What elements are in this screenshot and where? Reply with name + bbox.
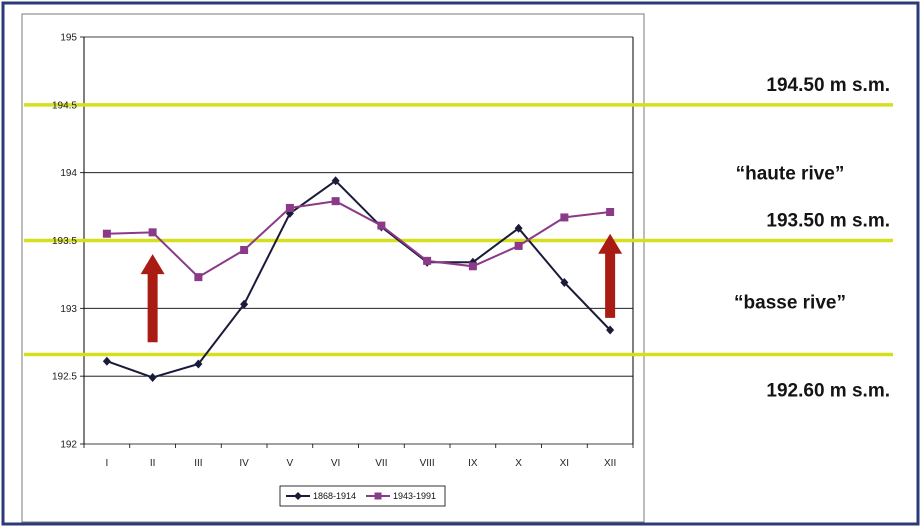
point-1943-1991	[148, 228, 157, 237]
red-arrow	[598, 233, 623, 318]
point-1943-1991	[423, 256, 432, 265]
point-1943-1991	[331, 197, 340, 206]
point-1943-1991	[560, 213, 569, 222]
legend-marker	[374, 492, 382, 500]
point-1868-1914	[331, 176, 340, 186]
series-line-1868-1914	[106, 179, 611, 379]
point-1943-1991	[285, 203, 294, 212]
level-label: 193.50 m s.m.	[766, 211, 890, 232]
x-tick-label: VII	[375, 458, 387, 469]
x-tick-label: XII	[604, 458, 616, 469]
y-tick-label: 194	[60, 168, 77, 179]
point-1868-1914	[148, 373, 157, 383]
point-1868-1914	[514, 223, 523, 233]
level-label: 192.60 m s.m.	[766, 380, 890, 401]
point-1868-1914	[560, 278, 569, 288]
level-label: 194.50 m s.m.	[766, 75, 890, 96]
series-line-1943-1991	[106, 200, 611, 279]
point-1943-1991	[468, 262, 477, 271]
reference-lines-layer	[24, 103, 893, 357]
x-tick-label: XI	[560, 458, 569, 469]
point-1868-1914	[240, 299, 249, 309]
y-tick-label: 193.5	[52, 236, 77, 247]
arrows-layer	[140, 233, 623, 343]
legend-label: 1943-1991	[393, 491, 436, 501]
x-tick-label: II	[150, 458, 156, 469]
x-tick-label: III	[194, 458, 202, 469]
y-tick-label: 193	[60, 304, 77, 315]
point-1868-1914	[102, 356, 111, 366]
legend-box	[279, 485, 446, 507]
chart-area-border	[21, 13, 645, 523]
y-tick-label: 195	[60, 33, 77, 44]
y-tick-label: 192.5	[52, 372, 77, 383]
y-tick-label: 194.5	[52, 100, 77, 111]
point-1943-1991	[102, 229, 111, 238]
level-labels-layer: 194.50 m s.m. 193.50 m s.m. 192.60 m s.m. “…	[734, 75, 890, 402]
point-1943-1991	[514, 241, 523, 250]
point-1943-1991	[377, 221, 386, 230]
zone-label: “basse rive”	[734, 293, 846, 314]
x-tick-label: VIII	[420, 458, 435, 469]
x-tick-label: I	[105, 458, 108, 469]
red-arrow	[140, 254, 165, 343]
legend-marker	[294, 492, 302, 500]
y-tick-label: 192	[60, 440, 77, 451]
zone-label: “haute rive”	[736, 164, 845, 185]
point-1943-1991	[606, 208, 615, 217]
x-tick-label: IV	[239, 458, 249, 469]
legend: 1868-1914 1943-1991	[279, 485, 446, 507]
legend-label: 1868-1914	[313, 491, 356, 501]
x-tick-label: V	[287, 458, 294, 469]
x-tick-label: X	[515, 458, 522, 469]
point-1868-1914	[606, 325, 615, 335]
point-1943-1991	[240, 245, 249, 254]
x-tick-label: VI	[331, 458, 340, 469]
point-1868-1914	[194, 359, 203, 369]
x-tick-label: IX	[468, 458, 478, 469]
series-layer	[102, 176, 615, 383]
point-1943-1991	[194, 273, 203, 282]
